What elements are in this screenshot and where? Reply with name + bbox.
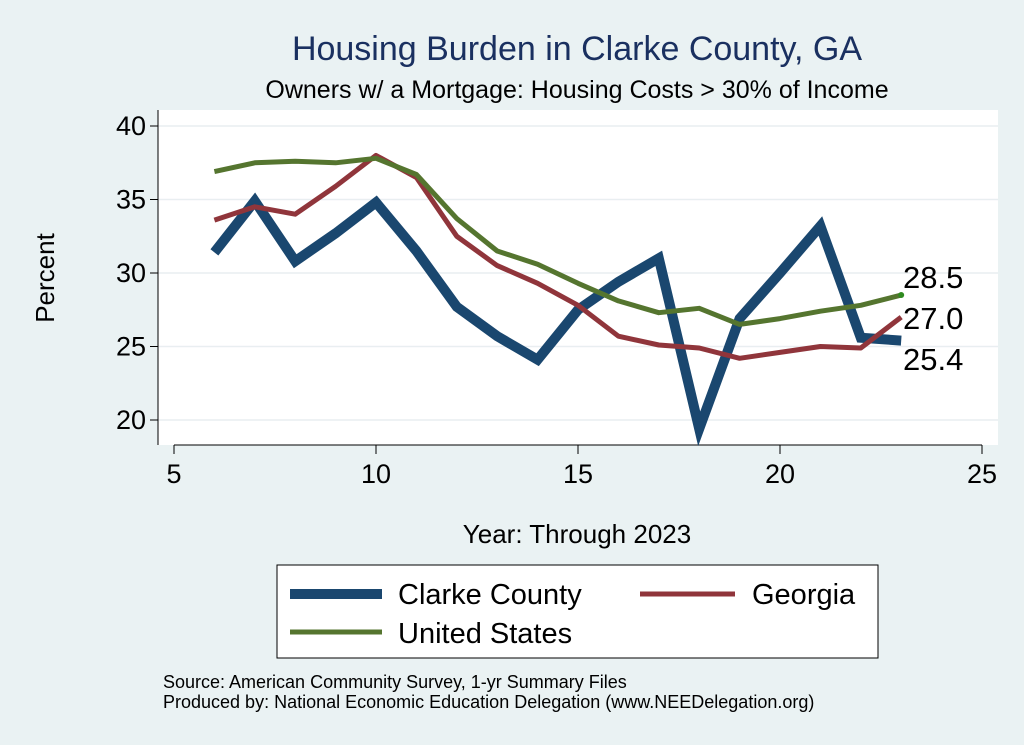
legend-label-georgia: Georgia [752,579,856,611]
source-note: Source: American Community Survey, 1-yr … [163,672,627,692]
y-tick-label-40: 40 [116,111,146,141]
legend-label-clarke-county: Clarke County [398,579,582,611]
x-tick-label-5: 5 [166,459,181,489]
y-tick-label-30: 30 [116,258,146,288]
y-tick-label-20: 20 [116,405,146,435]
y-axis-ticks: 20 25 30 35 40 [116,111,158,435]
producer-note: Produced by: National Economic Education… [163,692,814,712]
series-line-clarke-county [210,192,902,447]
end-label-georgia: 27.0 [903,301,963,336]
x-tick-label-10: 10 [361,459,391,489]
x-tick-label-20: 20 [765,459,795,489]
y-axis-label: Percent [30,232,60,322]
y-tick-label-35: 35 [116,185,146,215]
series-line-united-states [213,155,902,327]
legend-label-united-states: United States [398,618,572,650]
gridlines [158,125,998,421]
y-tick-label-25: 25 [116,332,146,362]
x-axis-label: Year: Through 2023 [463,519,691,549]
chart-subtitle: Owners w/ a Mortgage: Housing Costs > 30… [265,76,888,104]
end-label-united-states: 28.5 [903,260,963,295]
x-tick-label-25: 25 [967,459,997,489]
series-layer [210,152,905,447]
legend: Clarke County Georgia United States [276,564,879,659]
plot-area [158,110,998,445]
x-axis-ticks: 5 10 15 20 25 [166,445,997,489]
end-label-clarke-county: 25.4 [903,342,963,377]
series-line-georgia [213,152,903,361]
legend-box [276,564,879,659]
chart-title: Housing Burden in Clarke County, GA [292,30,862,68]
end-marker-united-states [898,292,905,299]
x-tick-label-15: 15 [563,459,593,489]
